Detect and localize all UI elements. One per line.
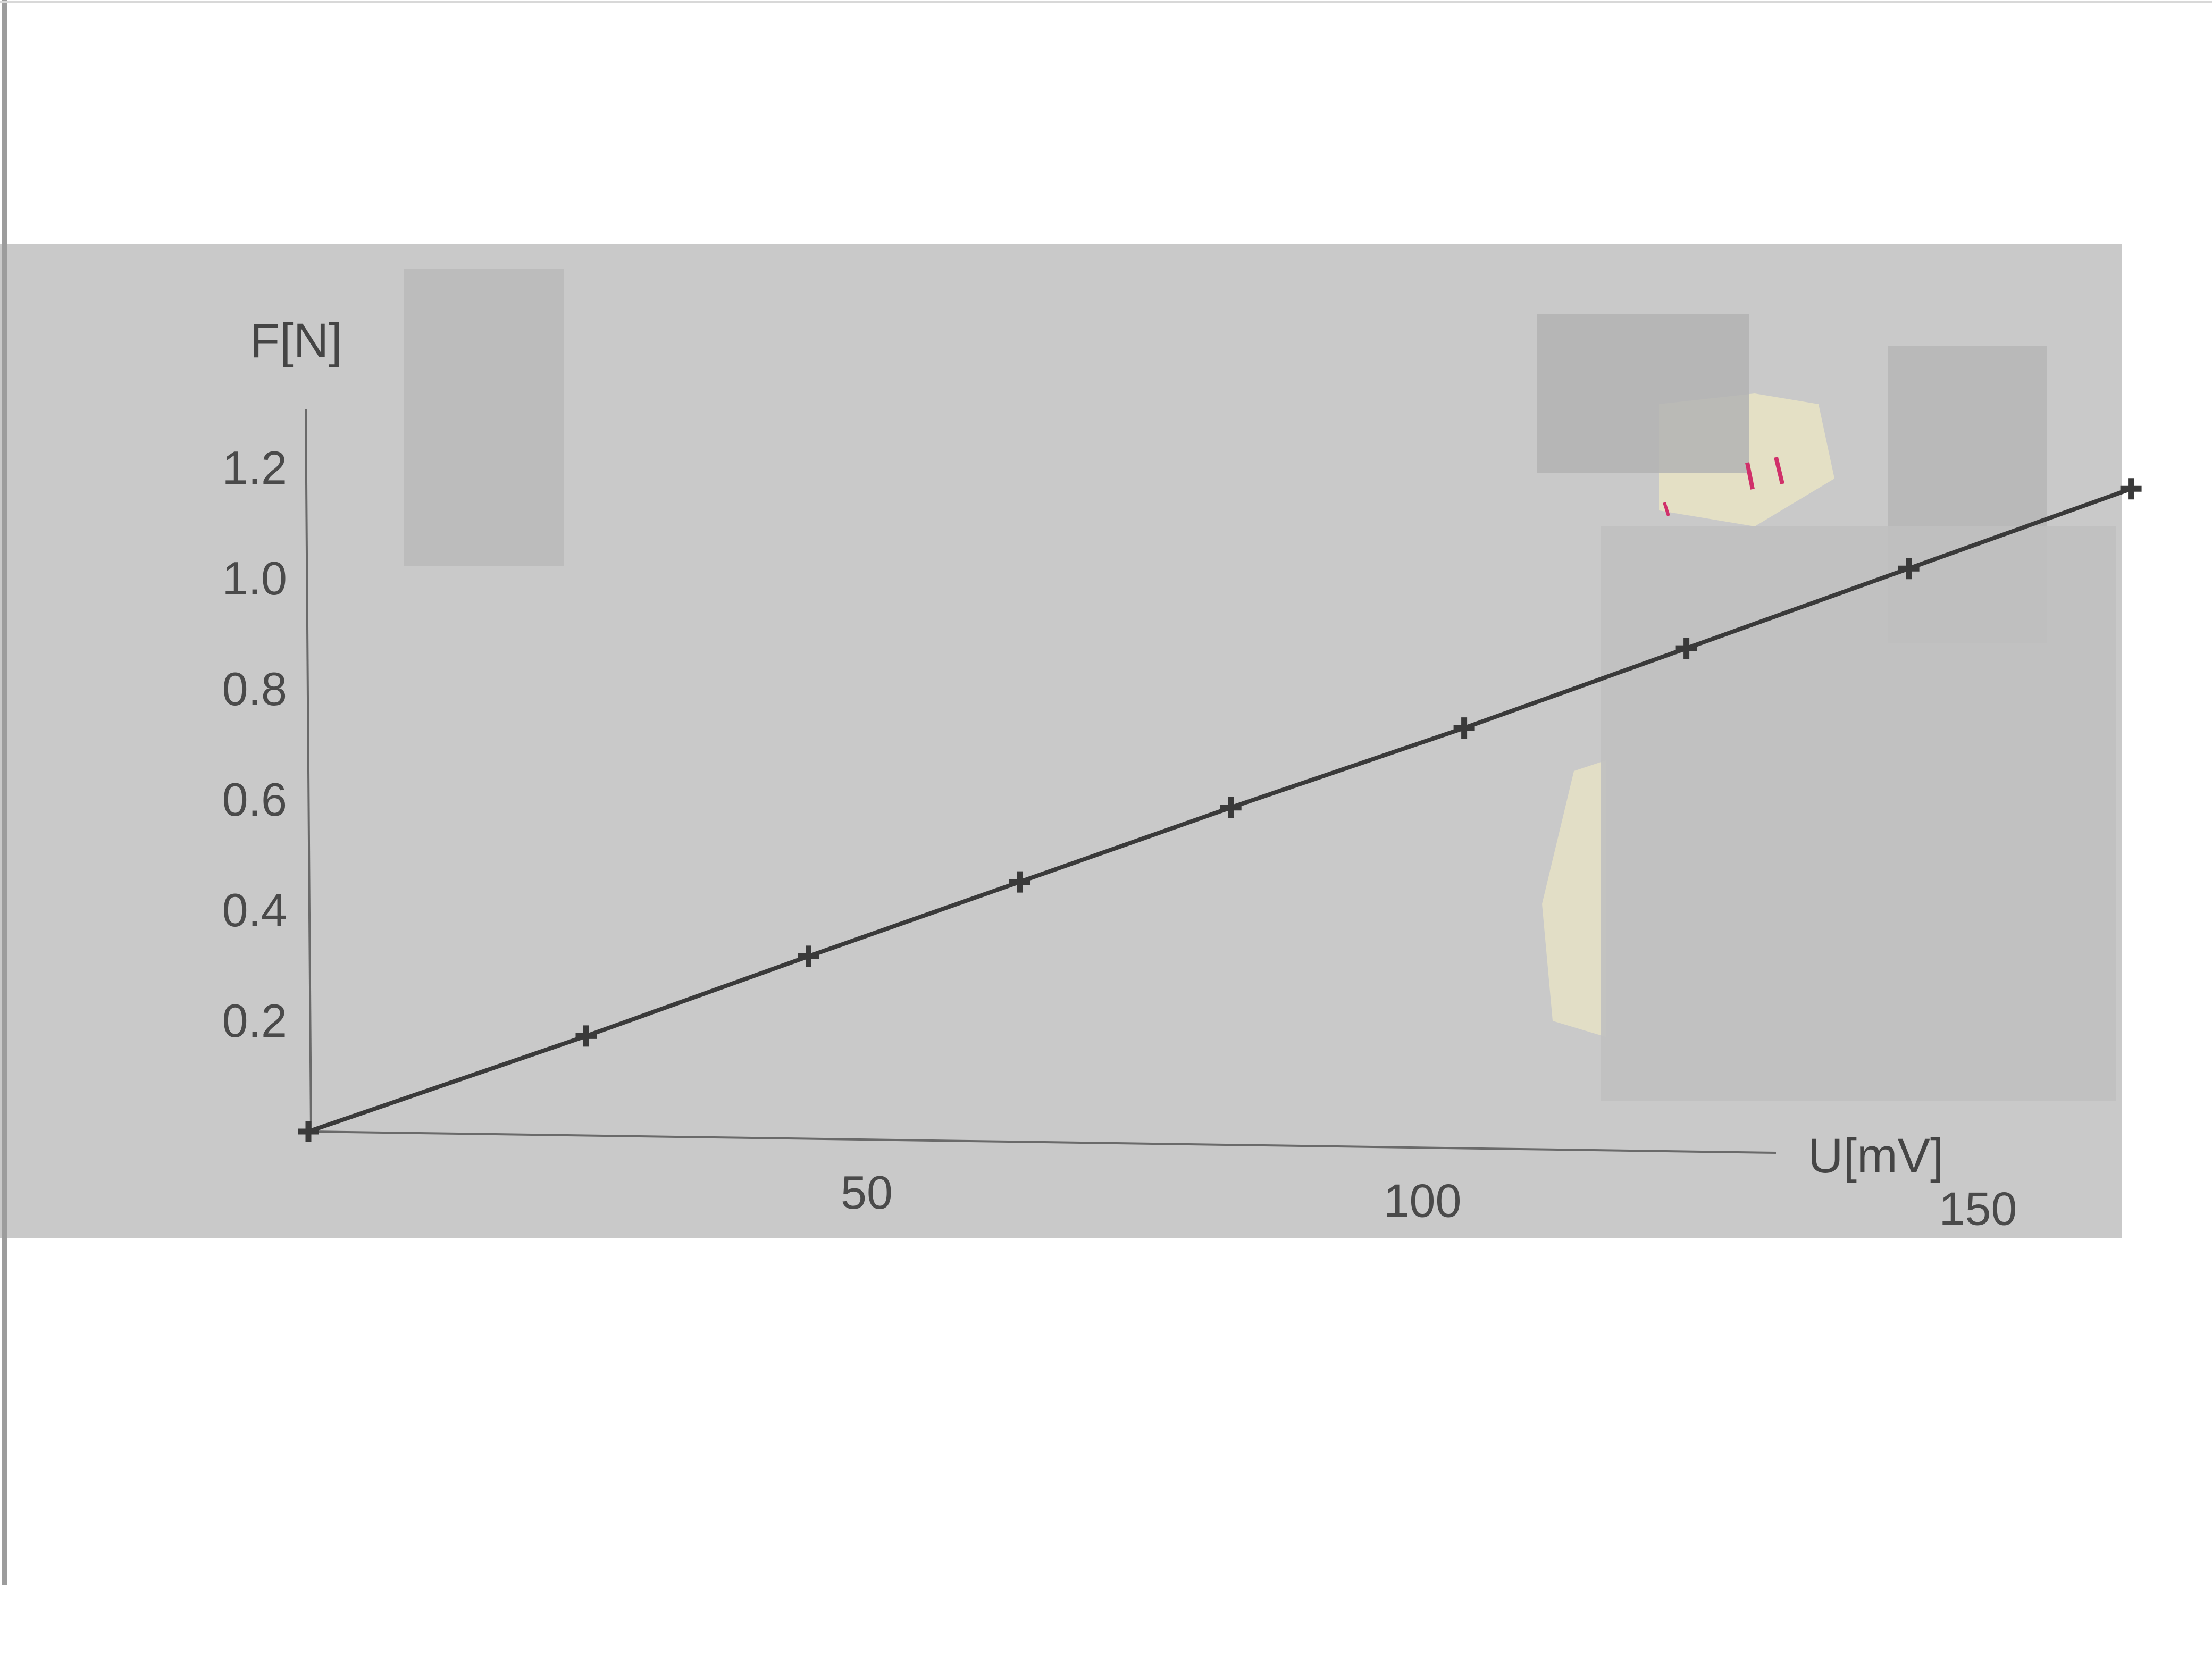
- axes: [305, 409, 1777, 1154]
- pen-mark: [1774, 457, 1784, 484]
- data-point-marker: [1009, 871, 1030, 893]
- data-series: [298, 478, 2142, 1142]
- pen-mark: [1663, 502, 1670, 516]
- data-point-marker: [298, 1121, 319, 1142]
- tape-piece: [1542, 760, 1606, 1037]
- redaction-patch: [1537, 314, 1749, 473]
- x-axis-title: U[mV]: [1808, 1129, 1944, 1183]
- data-point-marker: [798, 945, 819, 967]
- y-tick-labels: 0.2 0.4 0.6 0.8 1.0 1.2: [222, 441, 287, 1047]
- data-point-marker: [2120, 478, 2142, 500]
- data-point-marker: [575, 1025, 597, 1047]
- data-point-marker: [1220, 797, 1242, 818]
- redaction-patch: [404, 269, 564, 566]
- y-tick-label: 0.4: [222, 884, 287, 936]
- data-point-marker: [1675, 638, 1697, 659]
- pen-marks: [1663, 457, 1784, 516]
- y-axis-title: F[N]: [250, 314, 342, 368]
- y-tick-label: 0.6: [222, 773, 287, 826]
- y-axis-line: [305, 409, 312, 1132]
- x-tick-labels: 50 100 150: [841, 1166, 2017, 1235]
- x-tick-label: 50: [841, 1166, 893, 1219]
- x-tick-label: 100: [1384, 1174, 1462, 1227]
- x-tick-label: 150: [1939, 1182, 2017, 1235]
- y-tick-label: 0.8: [222, 663, 287, 715]
- y-tick-label: 1.2: [222, 441, 287, 494]
- y-tick-label: 0.2: [222, 994, 287, 1047]
- data-point-marker: [1453, 717, 1475, 739]
- redaction-patch: [1601, 526, 2116, 1101]
- data-point-marker: [1898, 558, 1920, 580]
- x-axis-line: [311, 1130, 1777, 1154]
- pen-mark: [1745, 462, 1755, 490]
- y-tick-label: 1.0: [222, 552, 287, 605]
